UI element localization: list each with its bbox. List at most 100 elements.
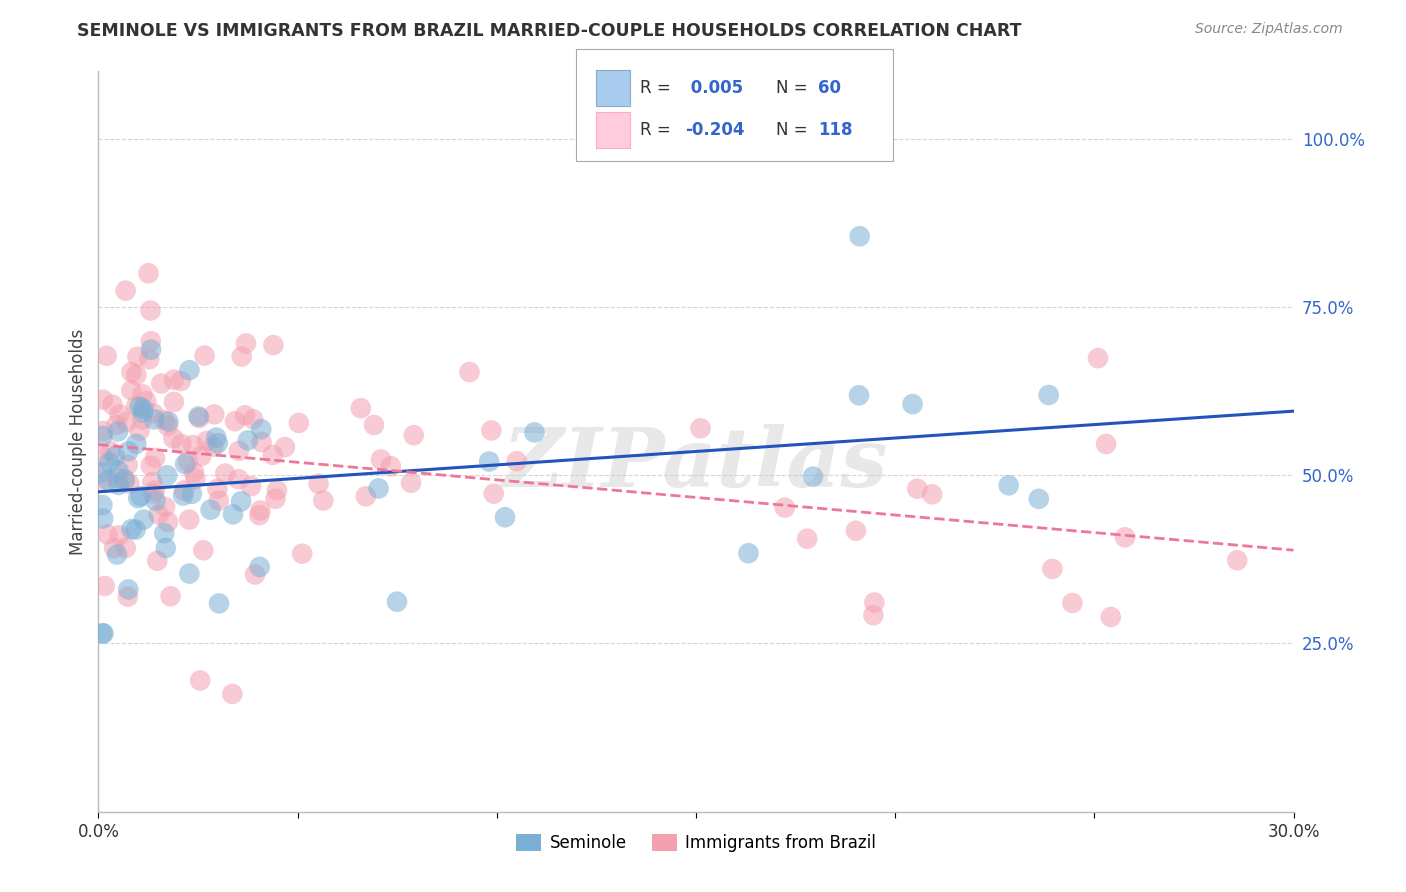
Immigrants from Brazil [153, 413, 176, 427]
Immigrants from Brazil [1095, 437, 1118, 451]
Immigrants from Brazil [146, 554, 169, 568]
Immigrants from Brazil [115, 415, 138, 429]
Seminole [107, 425, 129, 439]
Seminole [207, 436, 229, 450]
Seminole [153, 526, 176, 541]
Immigrants from Brazil [479, 424, 502, 438]
Seminole [200, 502, 222, 516]
Immigrants from Brazil [264, 491, 287, 506]
Seminole [249, 560, 271, 574]
Seminole [205, 431, 228, 445]
Seminole [125, 437, 148, 451]
Seminole [117, 444, 139, 458]
Immigrants from Brazil [100, 444, 122, 458]
Seminole [848, 229, 870, 244]
Immigrants from Brazil [125, 368, 148, 382]
Immigrants from Brazil [114, 475, 136, 489]
Immigrants from Brazil [243, 567, 266, 582]
Immigrants from Brazil [1087, 351, 1109, 366]
Immigrants from Brazil [114, 284, 136, 298]
Immigrants from Brazil [128, 424, 150, 438]
Immigrants from Brazil [117, 458, 139, 472]
Seminole [91, 498, 114, 512]
Seminole [91, 626, 114, 640]
Seminole [91, 511, 114, 525]
Seminole [132, 405, 155, 419]
Immigrants from Brazil [240, 479, 263, 493]
Text: SEMINOLE VS IMMIGRANTS FROM BRAZIL MARRIED-COUPLE HOUSEHOLDS CORRELATION CHART: SEMINOLE VS IMMIGRANTS FROM BRAZIL MARRI… [77, 22, 1022, 40]
Seminole [105, 548, 128, 562]
Seminole [250, 422, 273, 436]
Immigrants from Brazil [402, 428, 425, 442]
Immigrants from Brazil [139, 334, 162, 348]
Immigrants from Brazil [308, 476, 330, 491]
Immigrants from Brazil [312, 493, 335, 508]
Immigrants from Brazil [399, 475, 422, 490]
Immigrants from Brazil [1226, 553, 1249, 567]
Seminole [120, 522, 142, 536]
Text: N =: N = [776, 79, 813, 97]
Immigrants from Brazil [796, 532, 818, 546]
Seminole [1038, 388, 1060, 402]
Immigrants from Brazil [108, 528, 131, 542]
Immigrants from Brazil [291, 547, 314, 561]
Immigrants from Brazil [139, 458, 162, 473]
Immigrants from Brazil [458, 365, 481, 379]
Immigrants from Brazil [131, 412, 153, 426]
Seminole [98, 456, 121, 470]
Immigrants from Brazil [862, 608, 884, 623]
Text: R =: R = [640, 79, 676, 97]
Immigrants from Brazil [135, 394, 157, 409]
Immigrants from Brazil [505, 454, 527, 468]
Immigrants from Brazil [233, 409, 256, 423]
Text: Source: ZipAtlas.com: Source: ZipAtlas.com [1195, 22, 1343, 37]
Immigrants from Brazil [228, 443, 250, 458]
Immigrants from Brazil [905, 482, 928, 496]
Immigrants from Brazil [183, 466, 205, 480]
Immigrants from Brazil [138, 352, 160, 367]
Immigrants from Brazil [190, 449, 212, 463]
Immigrants from Brazil [250, 434, 273, 449]
Seminole [132, 401, 155, 416]
Immigrants from Brazil [354, 489, 377, 503]
Seminole [901, 397, 924, 411]
Immigrants from Brazil [121, 365, 143, 379]
Immigrants from Brazil [159, 589, 181, 603]
Immigrants from Brazil [117, 590, 139, 604]
Immigrants from Brazil [157, 515, 180, 529]
Seminole [155, 541, 177, 555]
Seminole [104, 450, 127, 464]
Immigrants from Brazil [1099, 610, 1122, 624]
Immigrants from Brazil [380, 459, 402, 474]
Immigrants from Brazil [177, 454, 200, 468]
Seminole [801, 469, 824, 483]
Immigrants from Brazil [170, 374, 193, 388]
Immigrants from Brazil [202, 440, 225, 454]
Seminole [107, 463, 129, 477]
Seminole [117, 582, 139, 597]
Text: ZIPatlas: ZIPatlas [503, 424, 889, 504]
Immigrants from Brazil [188, 411, 211, 425]
Seminole [124, 523, 146, 537]
Immigrants from Brazil [127, 350, 149, 364]
Immigrants from Brazil [153, 500, 176, 514]
Seminole [127, 491, 149, 506]
Immigrants from Brazil [181, 438, 204, 452]
Seminole [385, 595, 408, 609]
Seminole [222, 508, 245, 522]
Seminole [91, 429, 114, 443]
Seminole [478, 454, 501, 468]
Seminole [93, 626, 115, 640]
Immigrants from Brazil [193, 543, 215, 558]
Immigrants from Brazil [143, 450, 166, 465]
Text: 60: 60 [818, 79, 841, 97]
Immigrants from Brazil [91, 392, 114, 407]
Immigrants from Brazil [249, 503, 271, 517]
Immigrants from Brazil [163, 373, 186, 387]
Immigrants from Brazil [193, 349, 215, 363]
Immigrants from Brazil [195, 434, 218, 448]
Immigrants from Brazil [188, 673, 211, 688]
Immigrants from Brazil [288, 416, 311, 430]
Immigrants from Brazil [262, 448, 284, 462]
Seminole [208, 596, 231, 610]
